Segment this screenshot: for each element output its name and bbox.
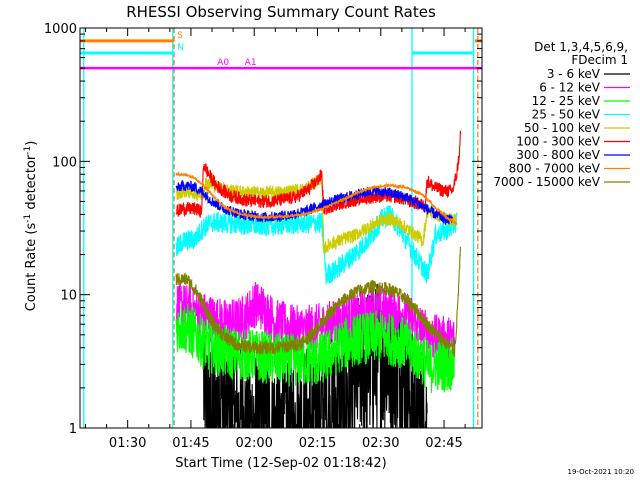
state-bar-label: A0: [217, 58, 229, 68]
series-lines: [175, 130, 462, 429]
y-tick-label: 100: [52, 155, 77, 170]
plot-frame: [79, 27, 483, 429]
x-axis-label: Start Time (12-Sep-02 01:18:42): [175, 456, 386, 471]
state-bar-label: A1: [245, 58, 257, 68]
x-tick-label: 02:45: [425, 436, 462, 451]
y-axis-label-sup: -1: [23, 146, 33, 155]
x-tick-label: 01:30: [109, 436, 146, 451]
series-line: [175, 246, 462, 358]
state-bar-label: S: [177, 31, 183, 41]
state-bars: SN A0 A1: [80, 31, 482, 70]
y-tick-label: 1000: [44, 22, 77, 37]
y-axis-label-sup: -1: [23, 214, 33, 223]
y-axis-label-part: Count Rate (s: [24, 223, 39, 312]
legend-header-line: Det 1,3,4,5,6,9,: [534, 40, 628, 54]
legend-entry-label: 25 - 50 keV: [532, 108, 601, 122]
legend-entry-label: 7000 - 15000 keV: [493, 175, 600, 189]
y-axis-label-part: detector: [24, 154, 39, 214]
legend-entry-label: 50 - 100 keV: [524, 121, 601, 135]
x-tick-label: 01:45: [172, 436, 209, 451]
series-line: [175, 171, 458, 227]
marker-lines: [83, 28, 479, 428]
y-axis-label-part: ): [24, 141, 39, 146]
legend-header-line: FDecim 1: [571, 53, 628, 67]
generation-timestamp: 19-Oct-2021 10:20: [568, 468, 634, 476]
x-tick-label: 02:30: [362, 436, 399, 451]
series-line: [175, 303, 455, 393]
y-axis-label: Count Rate (s-1 detector-1): [23, 141, 39, 312]
state-bar-label: N: [177, 43, 184, 53]
legend-entry-label: 300 - 800 keV: [516, 148, 600, 162]
series-line: [175, 171, 458, 254]
y-tick-label: 1: [69, 422, 77, 437]
axis-ticks: 1 10 100 1000 01:30 01:45 02:00 02:15 02:30 02:45: [44, 22, 482, 451]
legend-entry-label: 6 - 12 keV: [539, 81, 601, 95]
y-tick-label: 10: [60, 289, 77, 304]
legend-entry-label: 800 - 7000 keV: [509, 162, 601, 176]
x-tick-label: 02:00: [235, 436, 272, 451]
legend-entry-label: 100 - 300 keV: [516, 135, 600, 149]
legend-entry-label: 3 - 6 keV: [547, 67, 601, 81]
series-line: [175, 205, 458, 285]
chart-title: RHESSI Observing Summary Count Rates: [126, 3, 436, 21]
legend-entry-label: 12 - 25 keV: [532, 94, 601, 108]
x-tick-label: 02:15: [299, 436, 336, 451]
